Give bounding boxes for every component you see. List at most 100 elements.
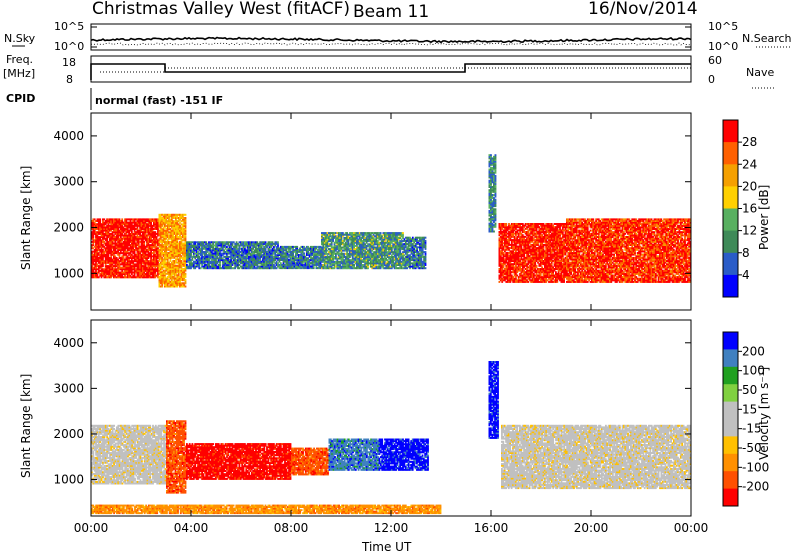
heatmap-cell	[93, 249, 96, 251]
heatmap-cell	[183, 285, 186, 288]
heatmap-cell	[205, 263, 208, 266]
heatmap-cell	[110, 257, 113, 259]
heatmap-cell	[263, 260, 266, 263]
heatmap-cell	[176, 220, 179, 223]
heatmap-cell	[108, 257, 111, 259]
heatmap-cell	[125, 253, 128, 256]
heatmap-cell	[252, 255, 255, 258]
noise-search-label: N.Search	[742, 32, 792, 45]
heatmap-cell	[221, 260, 224, 263]
heatmap-cell	[140, 221, 143, 224]
heatmap-cell	[224, 255, 227, 258]
heatmap-cell	[154, 249, 157, 251]
heatmap-cell	[264, 257, 267, 260]
heatmap-cell	[180, 237, 183, 240]
heatmap-cell	[107, 250, 110, 253]
heatmap-cell	[271, 242, 274, 245]
heatmap-cell	[104, 266, 107, 269]
heatmap-cell	[165, 217, 168, 219]
heatmap-cell	[114, 252, 117, 255]
heatmap-cell	[119, 245, 122, 248]
heatmap-cell	[226, 267, 228, 270]
heatmap-cell	[154, 268, 157, 271]
heatmap-cell	[187, 255, 190, 258]
heatmap-cell	[91, 220, 93, 222]
heatmap-cell	[168, 213, 170, 216]
heatmap-cell	[135, 247, 137, 250]
heatmap-cell	[114, 228, 117, 230]
heatmap-cell	[206, 247, 209, 250]
heatmap-cell	[143, 231, 146, 234]
heatmap-cell	[129, 274, 132, 277]
heatmap-cell	[257, 257, 260, 260]
heatmap-cell	[140, 274, 143, 277]
heatmap-cell	[176, 228, 179, 231]
heatmap-cell	[180, 263, 183, 266]
heatmap-cell	[143, 261, 146, 264]
heatmap-cell	[150, 244, 152, 247]
heatmap-cell	[140, 239, 143, 242]
heatmap-cell	[246, 257, 249, 260]
heatmap-cell	[166, 261, 169, 264]
heatmap-cell	[181, 232, 184, 235]
heatmap-cell	[130, 261, 133, 264]
heatmap-cell	[150, 232, 152, 235]
heatmap-cell	[155, 242, 158, 245]
heatmap-cell	[140, 271, 143, 274]
heatmap-cell	[180, 250, 183, 253]
heatmap-cell	[135, 242, 137, 245]
heatmap-cell	[181, 220, 184, 223]
heatmap-cell	[198, 252, 201, 255]
heatmap-cell	[158, 245, 161, 248]
heatmap-cell	[176, 283, 179, 286]
heatmap-cell	[237, 262, 239, 265]
heatmap-cell	[168, 263, 170, 266]
heatmap-cell	[117, 261, 119, 264]
heatmap-cell	[96, 258, 99, 261]
heatmap-cell	[143, 218, 146, 221]
heatmap-cell	[289, 257, 292, 260]
heatmap-cell	[140, 244, 143, 247]
heatmap-cell	[223, 244, 226, 247]
heatmap-cell	[198, 242, 201, 245]
heatmap-cell	[250, 242, 253, 245]
heatmap-cell	[140, 229, 143, 232]
heatmap-cell	[106, 273, 108, 276]
heatmap-cell	[150, 236, 152, 239]
heatmap-cell	[139, 229, 141, 232]
heatmap-cell	[130, 240, 133, 243]
heatmap-cell	[151, 220, 154, 222]
heatmap-cell	[162, 277, 165, 280]
heatmap-cell	[232, 246, 235, 249]
heatmap-cell	[106, 232, 108, 235]
heatmap-cell	[161, 217, 164, 219]
heatmap-cell	[103, 236, 106, 239]
heatmap-cell	[195, 263, 198, 266]
heatmap-cell	[93, 239, 96, 242]
heatmap-cell	[135, 221, 137, 224]
heatmap-cell	[92, 228, 95, 230]
heatmap-cell	[164, 285, 166, 288]
heatmap-cell	[147, 218, 150, 221]
heatmap-cell	[103, 228, 106, 230]
heatmap-cell	[227, 260, 230, 263]
heatmap-cell	[119, 271, 122, 274]
heatmap-cell	[177, 266, 180, 269]
heatmap-cell	[230, 252, 232, 255]
heatmap-cell	[267, 244, 270, 247]
heatmap-cell	[130, 255, 133, 258]
heatmap-cell	[282, 245, 285, 248]
heatmap-cell	[170, 269, 173, 272]
heatmap-cell	[144, 237, 147, 240]
heatmap-cell	[161, 280, 164, 283]
heatmap-cell	[107, 229, 110, 232]
heatmap-cell	[244, 241, 246, 244]
heatmap-cell	[158, 280, 161, 283]
heatmap-cell	[176, 271, 179, 274]
heatmap-cell	[144, 236, 147, 239]
heatmap-cell	[176, 221, 179, 224]
heatmap-cell	[293, 265, 296, 268]
heatmap-cell	[187, 254, 190, 257]
heatmap-cell	[217, 254, 220, 257]
heatmap-cell	[191, 257, 194, 260]
